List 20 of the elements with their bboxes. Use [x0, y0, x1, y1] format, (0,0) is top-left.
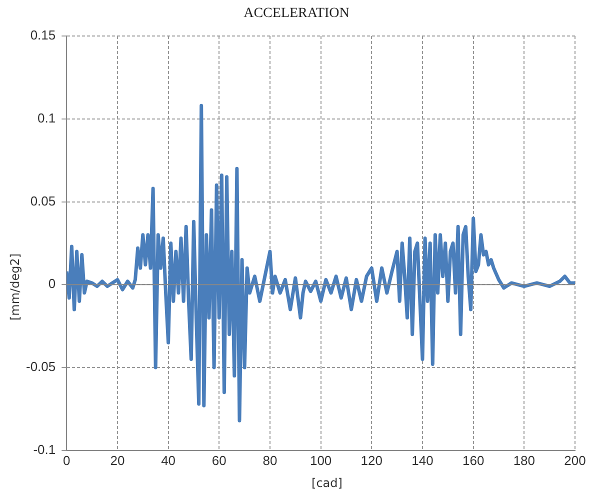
y-tick-label: -0.1 [33, 442, 56, 457]
y-tick-label: 0.15 [30, 28, 56, 43]
x-tick-label: 80 [262, 452, 278, 468]
x-tick-label: 40 [161, 452, 176, 468]
x-tick-label: 180 [513, 452, 536, 468]
x-tick-label: 160 [462, 452, 484, 468]
x-tick-label: 0 [63, 452, 70, 468]
x-tick-label: 100 [310, 452, 332, 468]
x-axis-title: [cad] [310, 476, 344, 490]
y-axis-title: [mm/deg2] [8, 252, 22, 323]
x-tick-label: 200 [564, 452, 586, 468]
x-tick-label: 140 [412, 452, 434, 468]
y-tick-label: 0.05 [30, 193, 56, 208]
x-tick-label: 20 [110, 452, 125, 468]
y-tick-label: 0.1 [38, 110, 56, 126]
y-tick-label: -0.05 [26, 359, 56, 374]
chart-title: ACCELERATION [242, 6, 350, 22]
y-tick-label: 0 [48, 276, 56, 292]
x-tick-label: 60 [212, 452, 226, 468]
x-tick-label: 120 [360, 452, 383, 468]
